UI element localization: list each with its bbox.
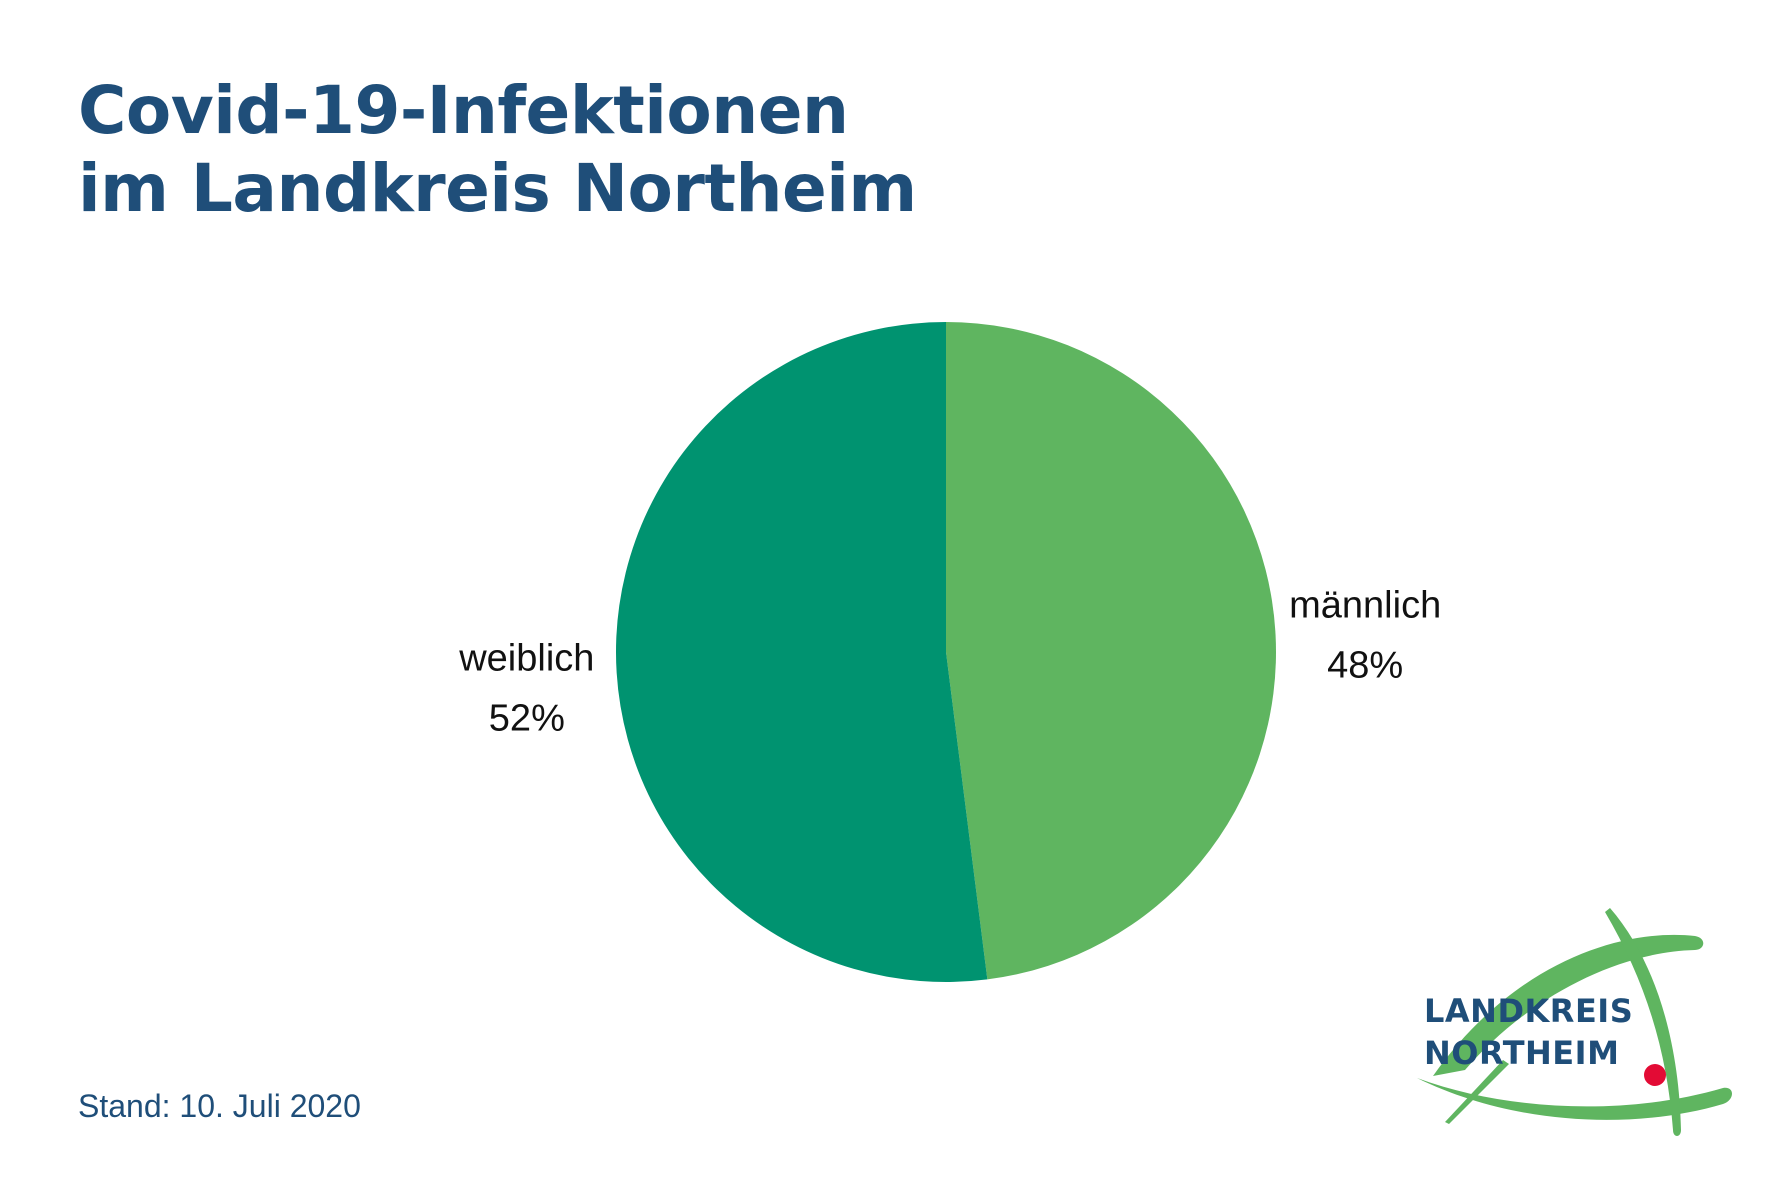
slice-label-0: männlich (1289, 585, 1441, 627)
pie-slices (615, 322, 1276, 982)
logo-line-2: NORTHEIM (1424, 1034, 1620, 1072)
page-title: Covid-19-Infektionen im Landkreis Northe… (78, 72, 917, 228)
slice-label-1: weiblich (458, 637, 594, 679)
logo-line-1: LANDKREIS (1424, 992, 1634, 1030)
pie-slice-1 (615, 322, 988, 982)
pie-slice-0 (946, 322, 1276, 980)
title-line-2: im Landkreis Northeim (78, 150, 917, 227)
title-line-1: Covid-19-Infektionen (78, 72, 849, 149)
pie-labels: männlich 48% weiblich 52% (458, 585, 1441, 740)
logo-text: LANDKREIS NORTHEIM (1424, 990, 1633, 1074)
logo-swoosh-icon (1417, 908, 1732, 1136)
slice-value-label-0: 48% (1327, 645, 1403, 687)
date-stamp: Stand: 10. Juli 2020 (78, 1088, 361, 1124)
slice-value-label-1: 52% (489, 697, 565, 739)
